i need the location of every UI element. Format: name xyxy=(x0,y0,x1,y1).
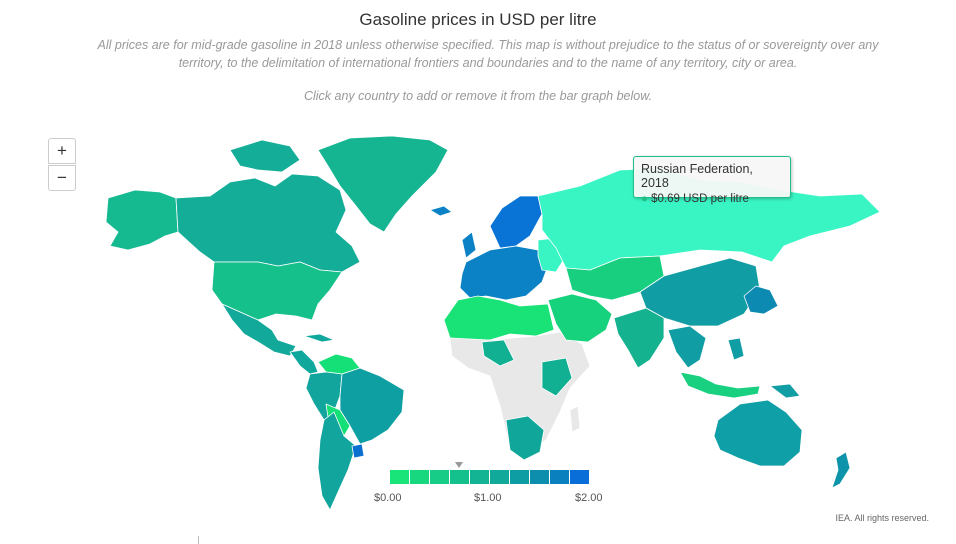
map-subtitle: All prices are for mid-grade gasoline in… xyxy=(97,38,879,70)
legend-color-step xyxy=(390,470,410,484)
country-australia[interactable] xyxy=(713,399,803,467)
country-argentina-chile[interactable] xyxy=(317,411,357,511)
country-uk[interactable] xyxy=(461,231,477,259)
legend-color-step xyxy=(450,470,470,484)
country-japan-korea[interactable] xyxy=(743,285,779,315)
legend-color-step xyxy=(570,470,590,484)
map-title: Gasoline prices in USD per litre xyxy=(359,10,597,29)
credits-text: IEA. All rights reserved. xyxy=(835,513,929,523)
country-canada-islands[interactable] xyxy=(229,139,301,173)
country-new-zealand[interactable] xyxy=(831,451,851,489)
divider xyxy=(198,536,199,544)
color-scale-legend xyxy=(390,470,590,484)
country-iceland[interactable] xyxy=(429,205,453,217)
tooltip-bullet-icon: ● xyxy=(641,193,648,205)
legend-color-step xyxy=(430,470,450,484)
country-north-africa[interactable] xyxy=(443,295,555,341)
country-southern-africa[interactable] xyxy=(505,415,545,461)
country-central-america[interactable] xyxy=(289,349,319,375)
country-brazil[interactable] xyxy=(339,367,405,445)
map-hint: Click any country to add or remove it fr… xyxy=(303,89,653,103)
country-india[interactable] xyxy=(613,307,665,369)
world-map xyxy=(105,135,881,511)
country-ethiopia-kenya[interactable] xyxy=(541,357,573,397)
legend-tick-mid: $1.00 xyxy=(474,492,502,504)
country-middle-east[interactable] xyxy=(547,293,613,343)
country-philippines[interactable] xyxy=(727,337,745,361)
legend-tick-max: $2.00 xyxy=(575,492,603,504)
country-scandinavia[interactable] xyxy=(489,195,543,249)
country-indonesia[interactable] xyxy=(679,371,761,399)
country-greenland[interactable] xyxy=(317,135,449,233)
tooltip-value-row: ● $0.69 USD per litre xyxy=(641,193,783,205)
country-tooltip: Russian Federation, 2018 ● $0.69 USD per… xyxy=(633,156,791,205)
tooltip-value: $0.69 USD per litre xyxy=(651,193,749,205)
legend-color-step xyxy=(550,470,570,484)
country-alaska[interactable] xyxy=(105,189,179,251)
tooltip-title: Russian Federation, 2018 xyxy=(641,162,753,190)
country-nigeria-sudan[interactable] xyxy=(481,339,515,367)
country-mexico[interactable] xyxy=(221,303,297,357)
legend-color-step xyxy=(410,470,430,484)
zoom-out-button[interactable]: − xyxy=(48,165,76,191)
zoom-in-button[interactable]: + xyxy=(48,138,76,164)
legend-color-step xyxy=(510,470,530,484)
legend-tick-min: $0.00 xyxy=(374,492,402,504)
legend-color-step xyxy=(530,470,550,484)
country-cuba[interactable] xyxy=(303,333,335,343)
country-madagascar[interactable] xyxy=(569,405,581,433)
legend-color-step xyxy=(490,470,510,484)
legend-color-step xyxy=(470,470,490,484)
country-png[interactable] xyxy=(769,383,801,399)
legend-value-marker-icon xyxy=(455,462,463,468)
country-canada[interactable] xyxy=(175,173,361,273)
country-europe[interactable] xyxy=(459,245,549,301)
country-se-asia[interactable] xyxy=(667,325,707,369)
country-uruguay[interactable] xyxy=(351,443,365,459)
